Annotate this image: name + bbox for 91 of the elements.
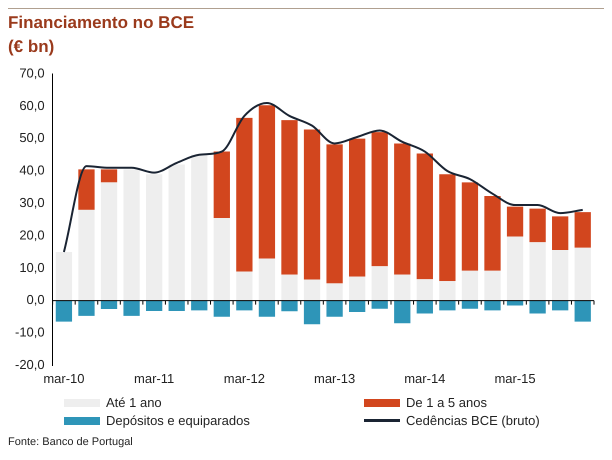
- bar: [349, 300, 366, 312]
- bar: [439, 281, 456, 301]
- y-tick-label: 50,0: [19, 130, 45, 146]
- bar: [258, 258, 276, 301]
- bar: [168, 300, 185, 311]
- bar: [100, 169, 118, 182]
- bar: [100, 300, 118, 310]
- bar: [304, 280, 320, 301]
- y-tick-label: 20,0: [19, 227, 45, 242]
- legend-label: De 1 a 5 anos: [406, 395, 487, 410]
- bar: [326, 144, 343, 284]
- bar: [529, 208, 546, 242]
- x-tick-label: mar-13: [314, 370, 356, 386]
- y-tick-label: -20,0: [14, 356, 45, 372]
- bar: [168, 164, 185, 301]
- bar: [304, 300, 320, 324]
- bar: [416, 154, 433, 280]
- bar: [439, 174, 456, 282]
- bar: [214, 152, 230, 218]
- bar: [529, 300, 546, 314]
- bar: [574, 248, 591, 301]
- bar: [529, 242, 546, 301]
- y-tick-label: -10,0: [14, 324, 45, 340]
- bar: [191, 300, 208, 310]
- bar: [349, 138, 366, 277]
- x-tick-label: mar-10: [43, 370, 85, 386]
- legend-label: Depósitos e equiparados: [106, 413, 250, 428]
- bar: [416, 279, 433, 301]
- bar: [78, 169, 95, 210]
- bar: [123, 300, 140, 316]
- bar: [100, 182, 118, 301]
- x-tick-label: mar-14: [404, 370, 446, 386]
- bar: [552, 250, 568, 301]
- y-tick-label: 10,0: [19, 260, 45, 275]
- bar: [123, 169, 140, 301]
- bar: [326, 283, 343, 301]
- line-series: [62, 102, 584, 253]
- bar: [372, 300, 388, 309]
- bar: [146, 174, 162, 301]
- y-tick-label: 30,0: [19, 194, 45, 210]
- x-tick-label: mar-12: [224, 370, 265, 386]
- bar: [416, 300, 433, 314]
- bar: [146, 300, 162, 311]
- bar: [552, 300, 568, 310]
- bar: [281, 274, 298, 301]
- bar: [574, 300, 591, 322]
- y-tick-label: 60,0: [19, 98, 45, 113]
- bar: [394, 274, 410, 301]
- legend-label: Até 1 ano: [106, 395, 162, 410]
- bar: [506, 236, 524, 301]
- bar: [326, 300, 343, 317]
- bar: [484, 300, 501, 310]
- bar: [484, 196, 501, 271]
- bar: [281, 300, 298, 312]
- bar: [78, 210, 95, 301]
- bar: [372, 132, 388, 266]
- legend-label: Cedências BCE (bruto): [406, 413, 540, 428]
- chart-subtitle: (€ bn): [8, 36, 56, 58]
- bar: [191, 154, 208, 301]
- bar: [484, 270, 501, 301]
- bar: [462, 270, 478, 301]
- bar: [462, 182, 478, 271]
- y-tick-label: 40,0: [19, 162, 45, 178]
- bar: [394, 300, 410, 324]
- bar: [78, 300, 95, 316]
- bar: [462, 300, 478, 309]
- bar: [506, 206, 524, 236]
- bar: [214, 218, 230, 301]
- x-tick-label: mar-11: [134, 370, 174, 386]
- bar: [552, 216, 568, 250]
- bar: [258, 105, 276, 258]
- source-note: Fonte: Banco de Portugal: [8, 436, 134, 448]
- bar: [56, 300, 72, 322]
- x-tick-label: mar-15: [494, 370, 536, 386]
- bar: [574, 212, 591, 248]
- bar: [56, 252, 72, 301]
- bar: [304, 130, 320, 280]
- bar: [281, 120, 298, 275]
- bar: [236, 118, 253, 272]
- bar: [439, 300, 456, 310]
- chart-title: Financiamento no BCE: [8, 12, 196, 34]
- bar: [349, 276, 366, 301]
- bar: [372, 266, 388, 301]
- y-tick-label: 70,0: [19, 65, 45, 80]
- bar: [214, 300, 230, 317]
- bar: [236, 300, 253, 310]
- bar: [236, 271, 253, 301]
- bar: [506, 300, 524, 306]
- bar: [394, 143, 410, 275]
- bar: [258, 300, 276, 317]
- y-tick-label: 0,0: [26, 292, 45, 308]
